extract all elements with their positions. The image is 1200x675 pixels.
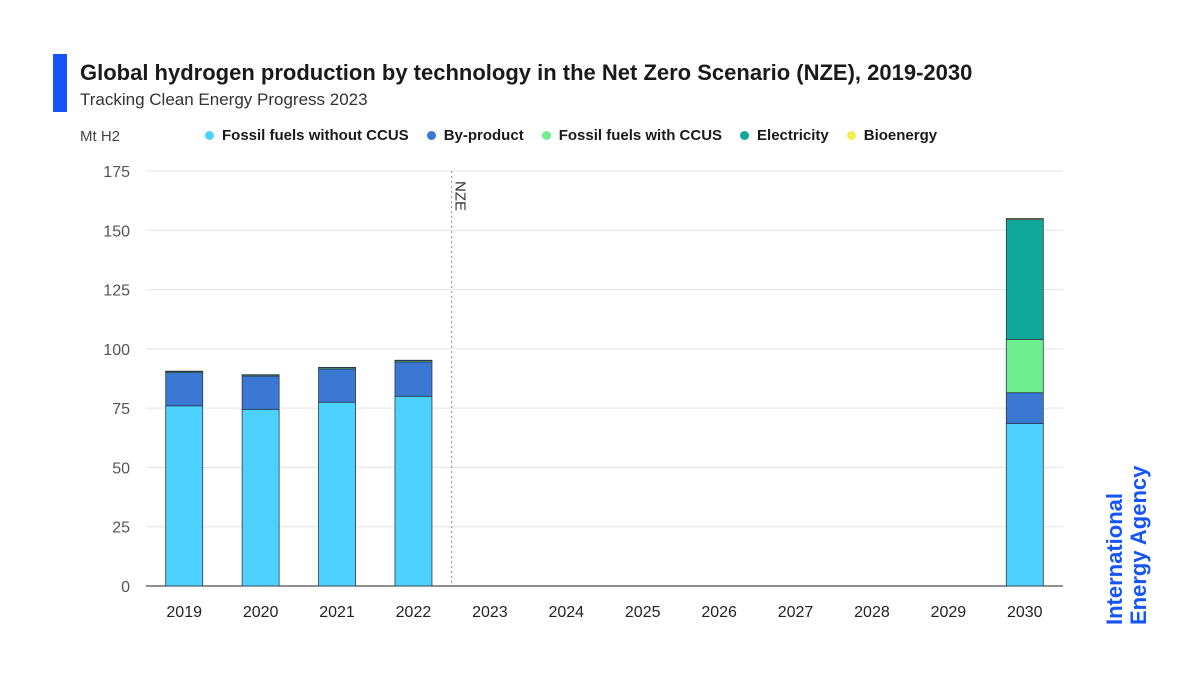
legend-item-electricity[interactable]: Electricity xyxy=(740,127,829,144)
y-tick-label: 175 xyxy=(103,164,130,181)
bar-segment-by-product xyxy=(394,361,433,397)
bar-segment-electricity xyxy=(241,374,280,376)
bar-segment-fossil-fuels-without-ccus xyxy=(1005,423,1044,587)
legend-label: Bioenergy xyxy=(863,127,938,144)
x-tick-label: 2025 xyxy=(625,604,661,621)
legend-dot-electricity xyxy=(740,131,750,140)
bar-segment-by-product xyxy=(165,372,204,407)
bar-segment-by-product xyxy=(1005,392,1044,424)
y-tick-label: 25 xyxy=(112,520,130,537)
legend-dot-bioenergy xyxy=(846,131,856,140)
x-tick-label: 2022 xyxy=(396,604,432,621)
x-tick-label: 2030 xyxy=(1007,604,1043,621)
iea-logo: International Energy Agency xyxy=(1102,405,1151,625)
y-tick-label: 50 xyxy=(112,460,130,477)
nze-annotation-label: NZE xyxy=(452,181,469,211)
bar-segment-fossil-fuels-without-ccus xyxy=(165,405,204,587)
legend-dot-by-product xyxy=(426,131,436,140)
legend-label: Fossil fuels with CCUS xyxy=(558,127,723,144)
x-tick-label: 2027 xyxy=(778,604,814,621)
legend-item-by-product[interactable]: By-product xyxy=(426,127,524,144)
y-tick-label: 0 xyxy=(121,579,130,596)
bar-segment-bioenergy xyxy=(1005,218,1044,221)
x-tick-label: 2019 xyxy=(166,604,202,621)
bar-segment-electricity xyxy=(165,370,204,373)
legend-item-fossil-without-ccus[interactable]: Fossil fuels without CCUS xyxy=(205,127,409,144)
legend-label: Electricity xyxy=(757,127,829,144)
bar-segment-fossil-fuels-with-ccus xyxy=(1005,338,1044,394)
bar-segment-fossil-fuels-without-ccus xyxy=(394,395,433,587)
bar-segment-by-product xyxy=(241,375,280,410)
chart-title: Global hydrogen production by technology… xyxy=(80,60,973,85)
logo-line-1: International xyxy=(1102,492,1127,625)
x-tick-label: 2026 xyxy=(701,604,737,621)
bar-segment-fossil-fuels-without-ccus xyxy=(241,408,280,587)
accent-bar xyxy=(53,54,67,112)
bar-segment-electricity xyxy=(394,359,433,362)
legend-item-bioenergy[interactable]: Bioenergy xyxy=(846,127,938,144)
x-tick-label: 2020 xyxy=(243,604,279,621)
legend-label: Fossil fuels without CCUS xyxy=(222,127,409,144)
legend-dot-fossil-without-ccus xyxy=(205,131,214,140)
chart-subtitle: Tracking Clean Energy Progress 2023 xyxy=(80,90,368,109)
y-tick-label: 125 xyxy=(103,283,130,300)
x-tick-label: 2029 xyxy=(931,604,967,621)
legend: Fossil fuels without CCUS By-product Fos… xyxy=(205,127,937,144)
x-tick-label: 2024 xyxy=(548,604,584,621)
x-tick-label: 2028 xyxy=(854,604,890,621)
bar-segment-electricity xyxy=(318,366,356,369)
x-tick-label: 2023 xyxy=(472,604,508,621)
legend-item-fossil-with-ccus[interactable]: Fossil fuels with CCUS xyxy=(541,127,723,144)
y-tick-label: 75 xyxy=(112,401,130,418)
y-tick-label: 100 xyxy=(103,342,130,359)
y-axis-unit: Mt H2 xyxy=(80,128,121,145)
x-tick-label: 2021 xyxy=(319,604,355,621)
bar-segment-fossil-fuels-without-ccus xyxy=(318,401,356,587)
legend-label: By-product xyxy=(443,127,524,144)
y-tick-label: 150 xyxy=(103,223,130,240)
legend-dot-fossil-with-ccus xyxy=(541,131,551,140)
logo-line-2: Energy Agency xyxy=(1126,465,1151,625)
bar-segment-electricity xyxy=(1005,219,1044,340)
bar-segment-by-product xyxy=(318,368,356,403)
